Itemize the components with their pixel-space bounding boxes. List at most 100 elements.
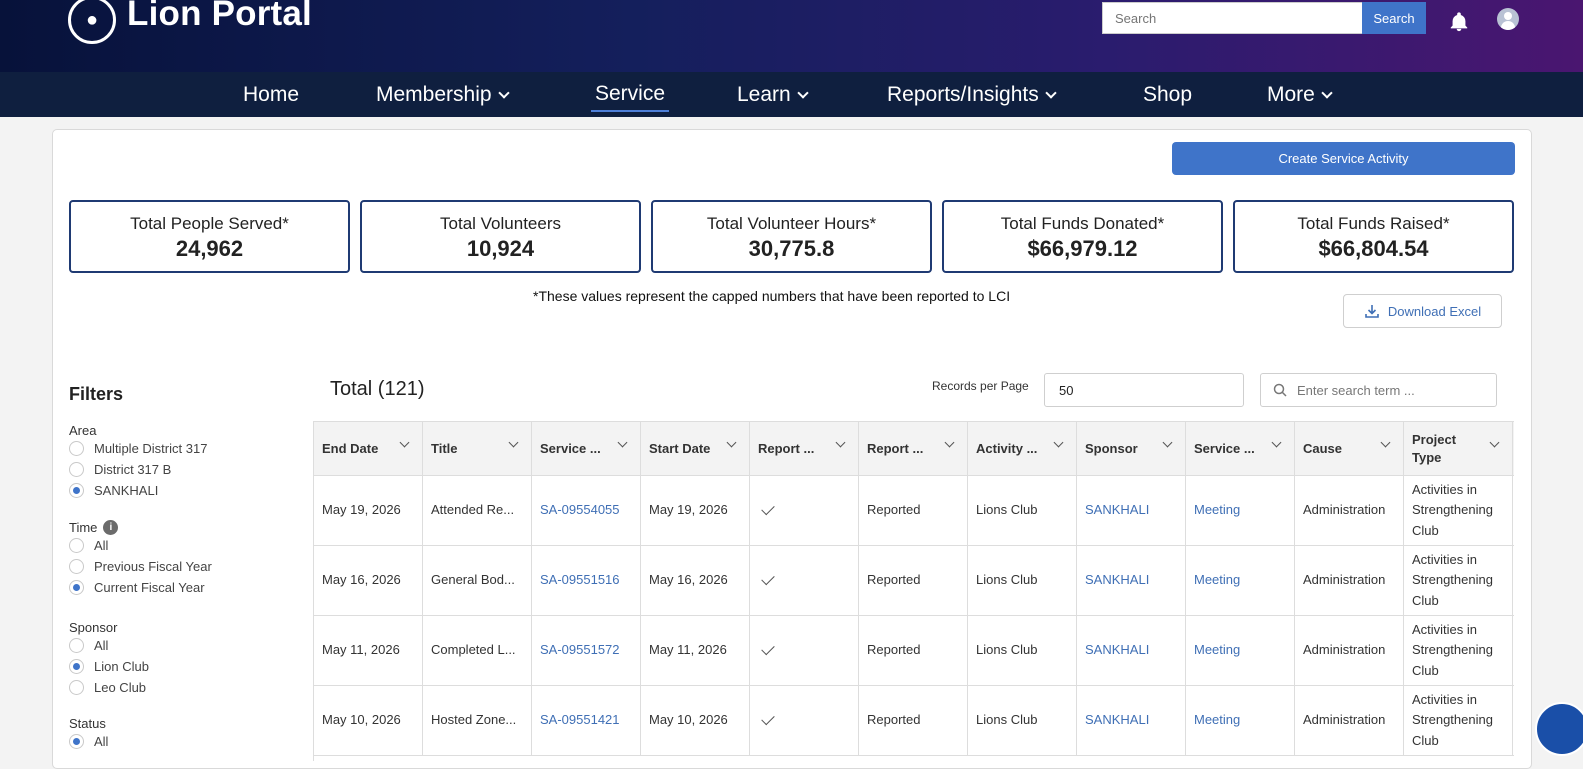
cell-service-id-link[interactable]: SA-09551516 bbox=[532, 546, 641, 615]
chevron-down-icon[interactable] bbox=[835, 437, 846, 448]
col-report-1[interactable]: Report ... bbox=[750, 422, 859, 475]
radio-time-current[interactable]: Current Fiscal Year bbox=[69, 577, 212, 598]
chevron-down-icon[interactable] bbox=[508, 437, 519, 448]
radio-status-all[interactable]: All bbox=[69, 731, 108, 752]
col-service-id[interactable]: Service ... bbox=[532, 422, 641, 475]
radio-button[interactable] bbox=[69, 559, 84, 574]
col-end-date[interactable]: End Date bbox=[314, 422, 423, 475]
cell-project-type: Activities in Strengthening Club bbox=[1404, 616, 1513, 685]
nav-home[interactable]: Home bbox=[243, 78, 299, 112]
table-row[interactable]: May 16, 2026 General Bod... SA-09551516 … bbox=[314, 546, 1514, 616]
nav-shop[interactable]: Shop bbox=[1143, 78, 1192, 112]
radio-sponsor-lion-club[interactable]: Lion Club bbox=[69, 656, 149, 677]
col-project-type[interactable]: Project Type bbox=[1404, 422, 1513, 475]
table-row[interactable]: May 11, 2026 Completed L... SA-09551572 … bbox=[314, 616, 1514, 686]
bell-icon[interactable] bbox=[1448, 10, 1470, 34]
radio-time-all[interactable]: All bbox=[69, 535, 212, 556]
table-search[interactable] bbox=[1260, 373, 1497, 407]
table-row[interactable]: May 19, 2026 Attended Re... SA-09554055 … bbox=[314, 476, 1514, 546]
chevron-down-icon[interactable] bbox=[1053, 437, 1064, 448]
stat-funds-raised: Total Funds Raised* $66,804.54 bbox=[1233, 200, 1514, 273]
chevron-down-icon[interactable] bbox=[944, 437, 955, 448]
cell-service-id-link[interactable]: SA-09551421 bbox=[532, 686, 641, 755]
cell-service-type-link[interactable]: Meeting bbox=[1186, 686, 1295, 755]
table-header: End Date Title Service ... Start Date Re… bbox=[314, 422, 1514, 476]
cell-service-id-link[interactable]: SA-09551572 bbox=[532, 616, 641, 685]
radio-time-previous[interactable]: Previous Fiscal Year bbox=[69, 556, 212, 577]
radio-area-sankhali[interactable]: SANKHALI bbox=[69, 480, 207, 501]
chevron-down-icon[interactable] bbox=[399, 437, 410, 448]
radio-button[interactable] bbox=[69, 483, 84, 498]
table-row[interactable]: May 10, 2026 Hosted Zone... SA-09551421 … bbox=[314, 686, 1514, 756]
chevron-down-icon bbox=[1321, 86, 1333, 99]
top-header: ● Lion Portal Search bbox=[0, 0, 1583, 72]
cell-reported-check bbox=[750, 686, 859, 755]
lions-logo[interactable]: ● bbox=[68, 0, 116, 44]
nav-learn[interactable]: Learn bbox=[737, 78, 809, 112]
cell-service-type-link[interactable]: Meeting bbox=[1186, 546, 1295, 615]
cell-activity: Lions Club bbox=[968, 546, 1077, 615]
nav-service[interactable]: Service bbox=[591, 78, 670, 112]
col-activity[interactable]: Activity ... bbox=[968, 422, 1077, 475]
radio-button[interactable] bbox=[69, 580, 84, 595]
col-sponsor[interactable]: Sponsor bbox=[1077, 422, 1186, 475]
radio-area-multiple-district[interactable]: Multiple District 317 bbox=[69, 438, 207, 459]
chevron-down-icon[interactable] bbox=[1489, 437, 1500, 448]
records-per-page-input[interactable] bbox=[1044, 373, 1244, 407]
nav-more[interactable]: More bbox=[1267, 78, 1333, 112]
cell-service-type-link[interactable]: Meeting bbox=[1186, 616, 1295, 685]
radio-label: District 317 B bbox=[94, 462, 172, 477]
stat-label: Total Volunteers bbox=[440, 214, 561, 233]
cell-sponsor-link[interactable]: SANKHALI bbox=[1077, 686, 1186, 755]
nav-reports-insights[interactable]: Reports/Insights bbox=[887, 78, 1057, 112]
nav-membership[interactable]: Membership bbox=[376, 78, 510, 112]
global-search-button[interactable]: Search bbox=[1362, 2, 1426, 34]
radio-button[interactable] bbox=[69, 441, 84, 456]
cell-service-type-link[interactable]: Meeting bbox=[1186, 476, 1295, 545]
chevron-down-icon[interactable] bbox=[1162, 437, 1173, 448]
radio-button[interactable] bbox=[69, 734, 84, 749]
radio-button[interactable] bbox=[69, 659, 84, 674]
cell-report-status: Reported bbox=[859, 616, 968, 685]
checkmark-icon bbox=[761, 571, 775, 586]
info-icon[interactable]: i bbox=[103, 519, 119, 535]
download-excel-button[interactable]: Download Excel bbox=[1343, 294, 1502, 328]
avatar-icon[interactable] bbox=[1497, 8, 1519, 30]
radio-button[interactable] bbox=[69, 680, 84, 695]
search-icon bbox=[1273, 383, 1287, 397]
stat-volunteer-hours: Total Volunteer Hours* 30,775.8 bbox=[651, 200, 932, 273]
radio-button[interactable] bbox=[69, 638, 84, 653]
col-start-date[interactable]: Start Date bbox=[641, 422, 750, 475]
chevron-down-icon[interactable] bbox=[1271, 437, 1282, 448]
chevron-down-icon[interactable] bbox=[726, 437, 737, 448]
chevron-down-icon[interactable] bbox=[1380, 437, 1391, 448]
radio-sponsor-leo-club[interactable]: Leo Club bbox=[69, 677, 149, 698]
radio-sponsor-all[interactable]: All bbox=[69, 635, 149, 656]
col-cause[interactable]: Cause bbox=[1295, 422, 1404, 475]
radio-button[interactable] bbox=[69, 462, 84, 477]
filter-time-header: Time i bbox=[69, 519, 212, 535]
stat-people-served: Total People Served* 24,962 bbox=[69, 200, 350, 273]
radio-area-district-317b[interactable]: District 317 B bbox=[69, 459, 207, 480]
col-title[interactable]: Title bbox=[423, 422, 532, 475]
table-search-input[interactable] bbox=[1297, 382, 1487, 398]
cell-report-status: Reported bbox=[859, 686, 968, 755]
col-service-type[interactable]: Service ... bbox=[1186, 422, 1295, 475]
brand-title[interactable]: Lion Portal bbox=[127, 0, 312, 33]
col-label: Activity ... bbox=[976, 440, 1038, 456]
cell-start-date: May 19, 2026 bbox=[641, 476, 750, 545]
cell-sponsor-link[interactable]: SANKHALI bbox=[1077, 546, 1186, 615]
col-report-2[interactable]: Report ... bbox=[859, 422, 968, 475]
cell-sponsor-link[interactable]: SANKHALI bbox=[1077, 616, 1186, 685]
accessibility-icon[interactable] bbox=[1535, 702, 1583, 756]
cell-sponsor-link[interactable]: SANKHALI bbox=[1077, 476, 1186, 545]
global-search-input[interactable] bbox=[1102, 2, 1364, 34]
chevron-down-icon[interactable] bbox=[617, 437, 628, 448]
cell-report-status: Reported bbox=[859, 476, 968, 545]
stat-funds-donated: Total Funds Donated* $66,979.12 bbox=[942, 200, 1223, 273]
radio-button[interactable] bbox=[69, 538, 84, 553]
radio-label: Current Fiscal Year bbox=[94, 580, 205, 595]
cell-service-id-link[interactable]: SA-09554055 bbox=[532, 476, 641, 545]
stat-value: 10,924 bbox=[466, 236, 535, 261]
create-service-activity-button[interactable]: Create Service Activity bbox=[1172, 142, 1515, 175]
